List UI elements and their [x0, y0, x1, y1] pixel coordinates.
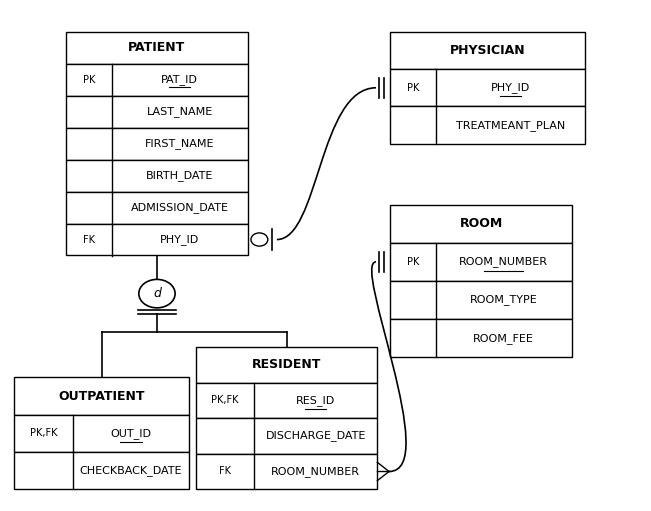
Bar [66, 96, 248, 128]
Bar [391, 319, 572, 357]
Bar [196, 454, 378, 489]
Text: PK,FK: PK,FK [30, 428, 57, 438]
Text: PK: PK [83, 75, 95, 85]
Text: TREATMEANT_PLAN: TREATMEANT_PLAN [456, 120, 565, 130]
Text: PAT_ID: PAT_ID [161, 74, 198, 85]
Text: DISCHARGE_DATE: DISCHARGE_DATE [266, 430, 366, 442]
Text: ROOM_NUMBER: ROOM_NUMBER [459, 257, 548, 267]
Text: PHYSICIAN: PHYSICIAN [450, 44, 525, 57]
Text: RESIDENT: RESIDENT [252, 358, 322, 371]
Bar [391, 205, 572, 243]
Text: FK: FK [83, 235, 95, 245]
Text: RES_ID: RES_ID [296, 395, 335, 406]
Bar [391, 243, 572, 281]
Text: BIRTH_DATE: BIRTH_DATE [146, 170, 214, 181]
Bar [66, 64, 248, 96]
Bar [391, 106, 585, 144]
Bar [14, 415, 189, 452]
Text: ROOM_FEE: ROOM_FEE [473, 333, 534, 343]
Text: PK: PK [407, 83, 419, 93]
Bar [196, 383, 378, 418]
Text: FK: FK [219, 467, 231, 476]
Text: PK: PK [407, 257, 419, 267]
Text: PHY_ID: PHY_ID [160, 234, 199, 245]
Text: PHY_ID: PHY_ID [491, 82, 530, 93]
Bar [14, 452, 189, 489]
Text: PATIENT: PATIENT [128, 41, 186, 54]
Bar [66, 128, 248, 159]
Bar [196, 347, 378, 383]
Bar [391, 32, 585, 69]
Text: ROOM: ROOM [460, 217, 503, 230]
Text: ROOM_NUMBER: ROOM_NUMBER [271, 466, 360, 477]
Text: ROOM_TYPE: ROOM_TYPE [470, 294, 538, 306]
Bar [66, 192, 248, 223]
Bar [391, 281, 572, 319]
Text: OUT_ID: OUT_ID [111, 428, 152, 439]
Text: d: d [153, 287, 161, 300]
Bar [66, 223, 248, 256]
Bar [14, 378, 189, 415]
Text: PK,FK: PK,FK [212, 396, 239, 405]
Text: CHECKBACK_DATE: CHECKBACK_DATE [80, 465, 182, 476]
Text: FIRST_NAME: FIRST_NAME [145, 138, 214, 149]
Bar [391, 69, 585, 106]
Text: LAST_NAME: LAST_NAME [146, 106, 213, 117]
Bar [196, 418, 378, 454]
Bar [66, 159, 248, 192]
Text: OUTPATIENT: OUTPATIENT [59, 389, 145, 403]
Bar [66, 32, 248, 64]
Text: ADMISSION_DATE: ADMISSION_DATE [131, 202, 229, 213]
